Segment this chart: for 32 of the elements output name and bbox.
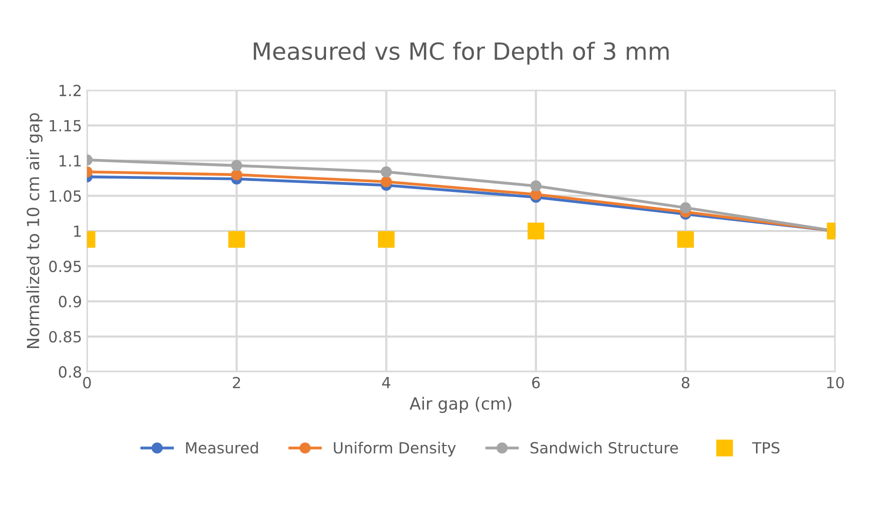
chart-title: Measured vs MC for Depth of 3 mm bbox=[254, 42, 669, 65]
x-tick-label: 2 bbox=[232, 376, 240, 388]
point bbox=[378, 231, 395, 248]
y-tick-label: 1.15 bbox=[50, 120, 81, 132]
point bbox=[530, 180, 542, 192]
y-tick-label: 0.9 bbox=[58, 296, 82, 308]
point bbox=[231, 169, 242, 180]
x-tick-label: 6 bbox=[532, 376, 540, 388]
y-axis-title: Normalized to 10 cm air gap bbox=[26, 113, 43, 348]
point bbox=[680, 202, 692, 214]
y-tick-label: 0.95 bbox=[49, 260, 81, 272]
legend-label: TPS bbox=[752, 442, 780, 454]
point bbox=[528, 222, 544, 240]
x-tick-label: 8 bbox=[682, 376, 690, 388]
x-tick-label: 0 bbox=[83, 376, 91, 388]
y-tick-label: 1 bbox=[74, 226, 81, 237]
x-tick-label: 4 bbox=[382, 377, 390, 388]
point bbox=[231, 160, 242, 172]
point bbox=[228, 231, 245, 248]
y-tick-label: 1.2 bbox=[60, 84, 81, 96]
x-tick-label: 10 bbox=[827, 376, 844, 388]
x-axis-title: Air gap (cm) bbox=[410, 396, 512, 414]
point bbox=[677, 231, 694, 248]
point bbox=[380, 166, 392, 178]
legend-label: Measured bbox=[186, 442, 258, 454]
legend-label: Uniform Density bbox=[334, 442, 456, 457]
y-tick-label: 1.05 bbox=[50, 190, 81, 202]
y-tick-label: 0.85 bbox=[49, 330, 81, 343]
y-tick-label: 1.1 bbox=[60, 155, 81, 166]
point bbox=[380, 176, 392, 188]
y-tick-label: 0.8 bbox=[58, 366, 82, 378]
legend-label: Sandwich Structure bbox=[530, 442, 678, 454]
